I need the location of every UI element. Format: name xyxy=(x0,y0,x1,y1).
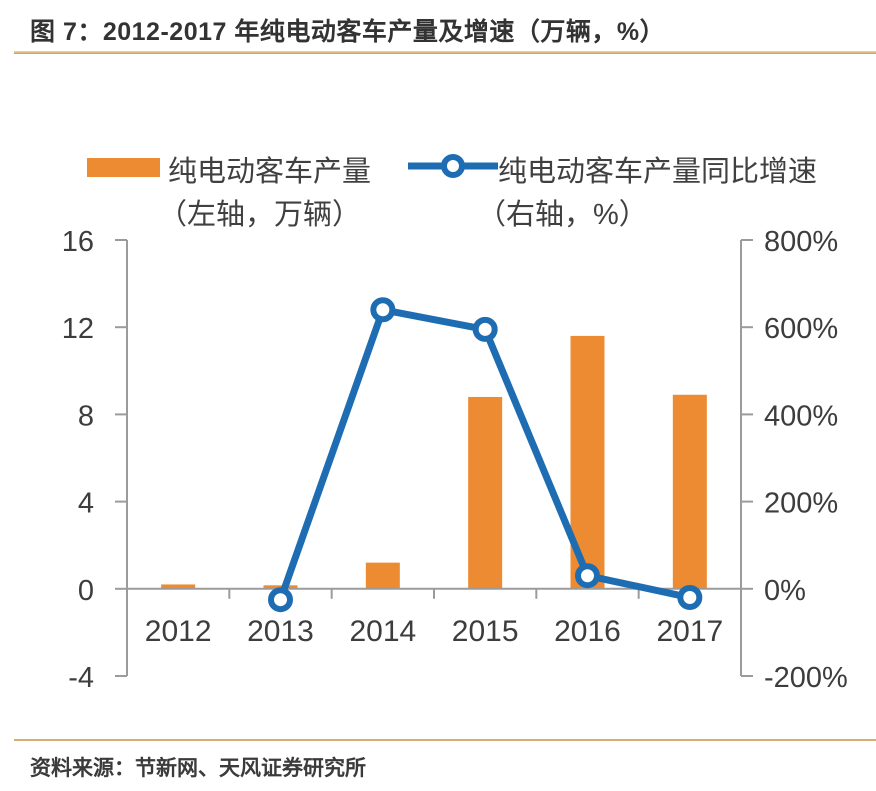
bar-2017 xyxy=(672,394,707,589)
line-marker-2016 xyxy=(575,563,600,589)
line-marker-2015 xyxy=(472,316,498,342)
left-axis-tick-label: 8 xyxy=(78,400,94,432)
line-series-legend-label: 纯电动客车产量同比增速 xyxy=(498,156,818,188)
left-axis-tick-label: -4 xyxy=(68,662,94,694)
bar-2013 xyxy=(263,585,298,589)
top-separator xyxy=(14,51,876,54)
bar-2015 xyxy=(468,396,503,589)
source-note: 资料来源：节新网、天风证券研究所 xyxy=(30,757,366,780)
left-axis-tick-label: 16 xyxy=(62,226,94,258)
bar-2012 xyxy=(161,584,196,589)
right-axis-tick-label: 800% xyxy=(764,226,838,258)
left-axis-tick-label: 12 xyxy=(62,313,94,345)
right-axis-tick-label: 600% xyxy=(764,313,838,345)
x-axis-category-label: 2012 xyxy=(145,615,212,648)
x-axis-category-label: 2013 xyxy=(247,615,314,648)
right-axis-tick-label: 400% xyxy=(764,400,838,432)
line-marker-2014 xyxy=(370,297,396,323)
line-marker-2017 xyxy=(677,585,703,611)
line-series-legend-marker-icon xyxy=(408,154,498,178)
line-marker-2013 xyxy=(268,587,293,613)
line-series-legend-sublabel: （右轴，%） xyxy=(477,199,648,231)
bar-series-legend-sublabel: （左轴，万辆） xyxy=(158,199,362,231)
bottom-separator xyxy=(14,739,876,741)
x-axis-category-label: 2016 xyxy=(554,615,621,648)
right-axis-tick-label: -200% xyxy=(764,662,848,694)
figure-title: 图 7：2012-2017 年纯电动客车产量及增速（万辆，%） xyxy=(30,18,666,46)
left-axis-tick-label: 0 xyxy=(78,575,94,607)
bar-series-legend-swatch xyxy=(87,158,160,177)
x-axis-category-label: 2017 xyxy=(656,615,723,648)
x-axis-category-label: 2014 xyxy=(349,615,416,648)
left-axis-tick-label: 4 xyxy=(78,488,94,520)
bar-2014 xyxy=(365,562,400,589)
x-axis-category-label: 2015 xyxy=(452,615,519,648)
right-axis-tick-label: 200% xyxy=(764,488,838,520)
bar-series-legend-label: 纯电动客车产量 xyxy=(168,156,372,188)
right-axis-tick-label: 0% xyxy=(764,575,806,607)
